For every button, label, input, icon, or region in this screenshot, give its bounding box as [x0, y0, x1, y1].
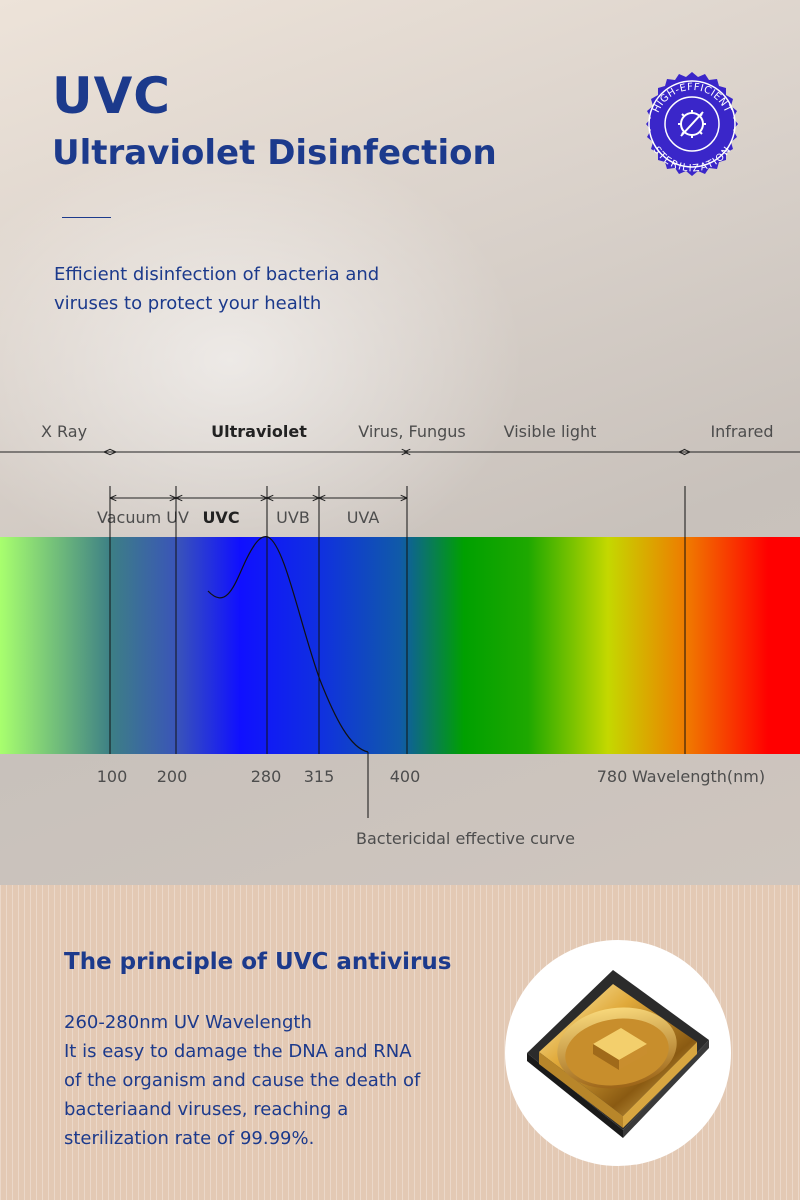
region-label-visible-light: Visible light — [504, 422, 597, 441]
page-title: UVC — [52, 67, 171, 125]
region-label-infrared: Infrared — [710, 422, 773, 441]
wavelength-boundary-lines — [109, 486, 686, 754]
principle-line: bacteriaand viruses, reaching a — [64, 1099, 349, 1120]
tick-label-780: 780 — [597, 767, 628, 786]
bactericidal-curve — [207, 535, 369, 753]
virus-cross-icon — [678, 110, 706, 138]
tick-label-280: 280 — [251, 767, 282, 786]
principle-line: 260-280nm UV Wavelength — [64, 1012, 312, 1033]
band-label-uva: UVA — [347, 508, 380, 527]
band-label-uvb: UVB — [276, 508, 310, 527]
tick-label-200: 200 — [157, 767, 188, 786]
sterilization-badge: HIGH-EFFICIENT STERILIZATION — [646, 72, 738, 176]
region-label-virus-fungus: Virus, Fungus — [358, 422, 466, 441]
title-divider — [62, 217, 111, 218]
principle-line: It is easy to damage the DNA and RNA — [64, 1041, 412, 1062]
band-label-vacuum-uv: Vacuum UV — [97, 508, 189, 527]
region-label-xray: X Ray — [41, 422, 87, 441]
principle-line: sterilization rate of 99.99%. — [64, 1128, 315, 1149]
principle-line: of the organism and cause the death of — [64, 1070, 421, 1091]
region-label-ultraviolet: Ultraviolet — [211, 422, 307, 441]
principle-description: 260-280nm UV Wavelength It is easy to da… — [64, 1008, 484, 1153]
tagline: Efficient disinfection of bacteria and v… — [54, 264, 380, 314]
uv-spectrum-diagram: X Ray Ultraviolet Virus, Fungus Visible … — [0, 422, 800, 848]
tick-label-100: 100 — [97, 767, 128, 786]
band-label-uvc: UVC — [202, 508, 239, 527]
uvc-led-chip-image — [527, 970, 709, 1138]
axis-unit-label: Wavelength(nm) — [632, 767, 765, 786]
tick-label-400: 400 — [390, 767, 421, 786]
page-subtitle: Ultraviolet Disinfection — [52, 133, 497, 173]
chip-die — [593, 1028, 647, 1060]
curve-label: Bactericidal effective curve — [356, 829, 575, 848]
tick-label-315: 315 — [304, 767, 335, 786]
principle-heading: The principle of UVC antivirus — [64, 949, 452, 975]
spectrum-color-bar — [0, 537, 800, 754]
